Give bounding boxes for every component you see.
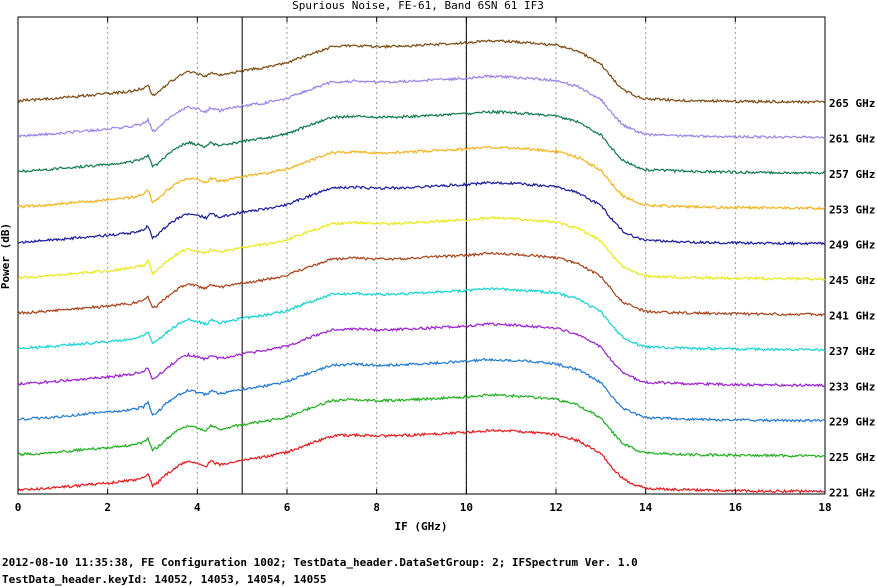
series-line [17,428,826,494]
series-label: 221 GHz [829,487,875,500]
series-line [17,74,826,140]
x-tick-label: 6 [284,501,291,514]
x-tick-label: 18 [818,501,831,514]
series-labels: 221 GHz 225 GHz 229 GHz 233 GHz 237 GHz 241 G… [829,97,875,499]
chart-title: Spurious Noise, FE-61, Band 6SN 61 IF3 [292,0,544,12]
series-label: 237 GHz [829,345,875,358]
series-label: 257 GHz [829,168,875,181]
series-line [17,180,826,247]
footer-info-line: 2012-08-10 11:35:38, FE Configuration 10… [2,556,638,569]
series-label: 225 GHz [829,451,875,464]
series-label: 233 GHz [829,380,875,393]
series-line [17,392,826,459]
series-line [17,287,826,352]
series-label: 261 GHz [829,133,875,146]
series-line [17,322,826,388]
series-label: 241 GHz [829,310,875,323]
series-lines [17,39,826,494]
series-label: 253 GHz [829,203,875,216]
x-tick-label: 2 [104,501,111,514]
series-label: 229 GHz [829,416,875,429]
marker-lines [241,17,467,494]
x-tick-label: 0 [15,501,22,514]
x-tick-label: 14 [639,501,653,514]
series-line [17,357,826,423]
series-line [17,39,826,105]
y-axis-label: Power (dB) [0,223,12,289]
series-line [17,145,826,211]
series-line [17,215,826,282]
x-tick-label: 10 [460,501,473,514]
series-label: 245 GHz [829,274,875,287]
series-label: 265 GHz [829,97,875,110]
x-tick-label: 16 [729,501,743,514]
x-tick-label: 4 [194,501,201,514]
x-tick-label: 12 [549,501,562,514]
x-tick-label: 8 [373,501,380,514]
footer-keyid-line: TestData_header.keyId: 14052, 14053, 140… [2,573,327,586]
x-ticks: 0 2 4 6 8 10 12 14 16 18 [15,17,832,514]
series-line [17,251,825,317]
plot-frame [17,16,826,495]
series-line [17,109,826,176]
grid-lines [107,17,736,494]
series-label: 249 GHz [829,239,875,252]
x-axis-label: IF (GHz) [395,520,448,533]
